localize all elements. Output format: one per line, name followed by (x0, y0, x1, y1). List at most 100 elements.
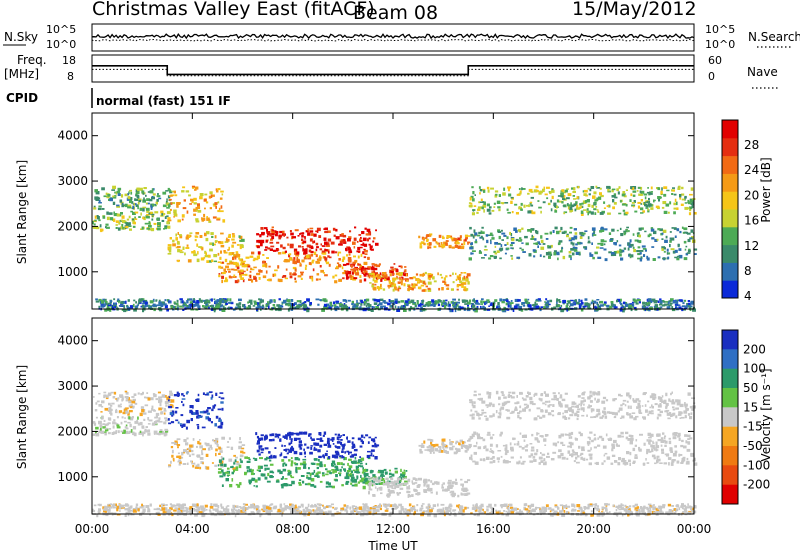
echo-cell (201, 217, 206, 221)
echo-cell (98, 298, 102, 302)
echo-cell (484, 302, 487, 305)
echo-cell (243, 260, 246, 263)
echo-cell (363, 475, 367, 478)
echo-cell (383, 479, 386, 483)
echo-cell (688, 212, 692, 216)
echo-cell (643, 442, 646, 446)
echo-cell (620, 404, 623, 407)
echo-cell (310, 462, 315, 465)
echo-cell (142, 302, 146, 305)
echo-cell (301, 480, 305, 484)
echo-cell (468, 257, 472, 261)
echo-cell (188, 305, 191, 309)
echo-cell (142, 199, 146, 203)
echo-cell (310, 250, 314, 253)
echo-cell (216, 217, 221, 220)
echo-cell (638, 301, 641, 304)
echo-cell (328, 482, 331, 486)
echo-cell (93, 422, 97, 426)
echo-cell (472, 235, 475, 239)
echo-cell (340, 462, 343, 465)
echo-cell (683, 240, 687, 244)
echo-cell (111, 189, 115, 191)
echo-cell (529, 400, 534, 405)
echo-cell (284, 277, 288, 280)
echo-cell (605, 304, 610, 307)
echo-cell (670, 392, 672, 396)
echo-cell (435, 300, 440, 304)
echo-cell (482, 438, 486, 442)
echo-cell (228, 270, 231, 273)
echo-cell (466, 487, 468, 491)
echo-cell (368, 232, 372, 236)
echo-cell (623, 195, 627, 198)
echo-cell (510, 446, 514, 451)
echo-cell (380, 305, 384, 309)
echo-cell (598, 196, 602, 200)
echo-cell (608, 251, 612, 254)
echo-cell (524, 445, 528, 448)
echo-cell (547, 245, 552, 249)
echo-cell (219, 475, 224, 478)
echo-cell (657, 256, 661, 259)
echo-cell (99, 424, 103, 428)
echo-cell (257, 477, 261, 481)
echo-cell (107, 422, 111, 425)
echo-cell (383, 274, 388, 278)
echo-cell (216, 443, 219, 448)
echo-cell (156, 195, 161, 198)
echo-cell (336, 441, 341, 444)
echo-cell (618, 212, 622, 215)
echo-cell (334, 308, 338, 312)
echo-cell (471, 250, 476, 252)
echo-cell (260, 434, 264, 437)
echo-cell (236, 262, 239, 265)
echo-cell (637, 299, 641, 302)
echo-cell (171, 414, 174, 417)
echo-cell (518, 188, 521, 190)
echo-cell (129, 189, 132, 192)
echo-cell (450, 237, 454, 240)
echo-cell (390, 270, 394, 274)
echo-cell (220, 456, 223, 459)
echo-cell (374, 444, 378, 448)
echo-cell (278, 278, 283, 283)
echo-cell (348, 253, 351, 256)
echo-cell (549, 231, 552, 235)
echo-cell (601, 415, 605, 418)
echo-cell (217, 261, 222, 263)
echo-cell (572, 242, 575, 246)
echo-cell (360, 236, 362, 240)
echo-cell (538, 243, 542, 245)
echo-cell (216, 442, 218, 446)
echo-cell (682, 308, 686, 311)
echo-cell (201, 449, 203, 454)
echo-cell (121, 215, 125, 219)
echo-cell (159, 431, 163, 433)
echo-cell (113, 298, 116, 301)
echo-cell (623, 460, 627, 462)
echo-cell (466, 308, 471, 312)
echo-cell (112, 195, 115, 198)
echo-cell (394, 298, 398, 302)
echo-cell (606, 305, 611, 308)
echo-cell (375, 274, 378, 278)
echo-cell (680, 444, 684, 448)
echo-cell (229, 484, 233, 488)
echo-cell (228, 301, 232, 304)
echo-cell (172, 202, 176, 205)
echo-cell (143, 299, 148, 303)
echo-cell (371, 265, 374, 269)
echo-cell (588, 210, 592, 214)
echo-cell (466, 447, 469, 451)
echo-cell (364, 472, 369, 477)
echo-cell (528, 392, 531, 395)
echo-cell (219, 304, 222, 308)
echo-cell (142, 206, 147, 209)
echo-cell (628, 230, 630, 233)
echo-cell (668, 300, 672, 303)
echo-cell (92, 421, 96, 424)
echo-cell (481, 226, 484, 229)
echo-cell (669, 239, 672, 243)
echo-cell (600, 304, 604, 307)
